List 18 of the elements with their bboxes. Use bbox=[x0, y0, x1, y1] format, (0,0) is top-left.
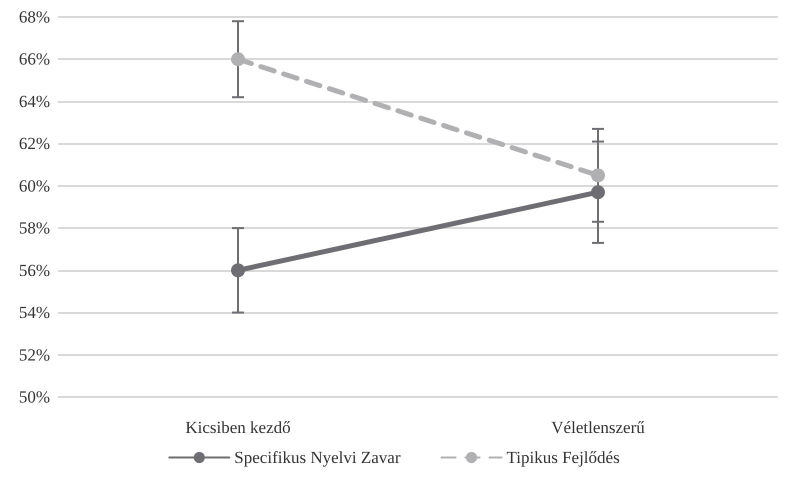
y-tick-label: 52% bbox=[18, 345, 50, 364]
point bbox=[591, 185, 605, 200]
y-tick-label: 66% bbox=[18, 50, 50, 69]
x-tick-label: Véletlenszerű bbox=[551, 418, 646, 437]
point bbox=[231, 263, 245, 278]
y-tick-label: 58% bbox=[18, 218, 50, 238]
point bbox=[591, 168, 605, 182]
y-tick-label: 68% bbox=[18, 8, 50, 26]
y-tick-label: 62% bbox=[18, 134, 50, 154]
x-tick-label: Kicsiben kezdő bbox=[185, 418, 291, 437]
y-tick-label: 60% bbox=[18, 176, 50, 196]
y-tick-label: 56% bbox=[18, 260, 50, 280]
y-tick-label: 54% bbox=[18, 303, 50, 322]
y-tick-label: 50% bbox=[18, 388, 50, 406]
legend-label: Tipikus Fejlődés bbox=[506, 448, 620, 467]
y-tick-label: 64% bbox=[18, 92, 50, 111]
point bbox=[231, 52, 245, 66]
legend-label: Specifikus Nyelvi Zavar bbox=[234, 448, 401, 467]
